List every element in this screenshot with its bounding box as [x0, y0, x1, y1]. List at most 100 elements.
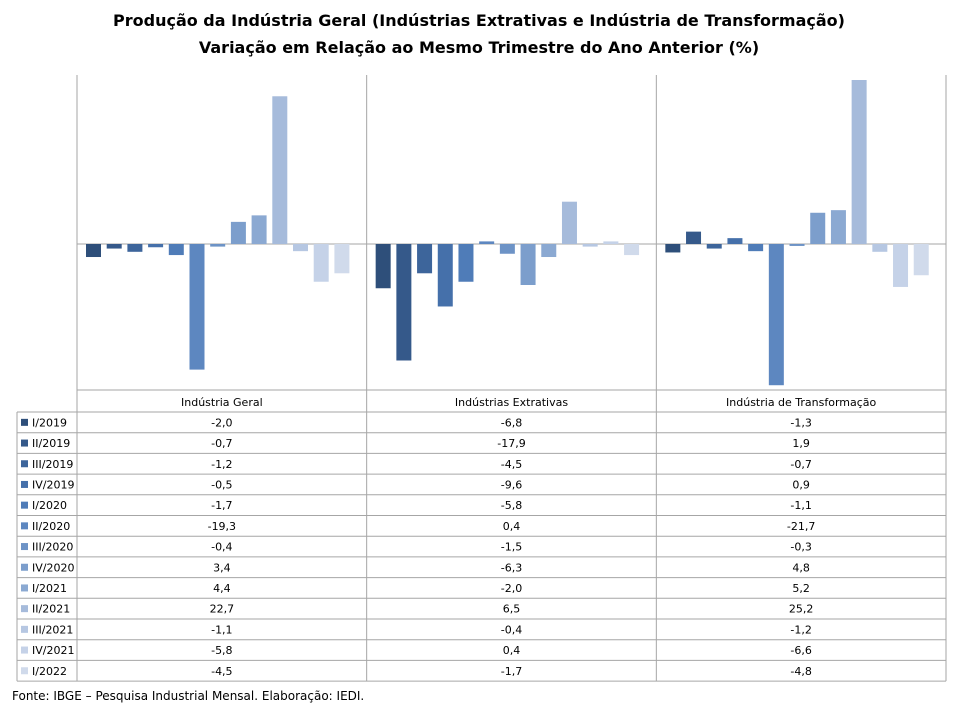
legend-label: I/2019 [32, 416, 67, 429]
bar [106, 244, 122, 249]
legend-label: II/2021 [32, 603, 70, 616]
table-column-header: Indústrias Extrativas [455, 396, 568, 409]
bar [851, 80, 867, 244]
bar [624, 244, 640, 256]
legend-label: IV/2021 [32, 644, 74, 657]
legend-key [21, 563, 28, 571]
data-label: -1,1 [790, 499, 811, 512]
data-label: -1,3 [790, 416, 811, 429]
table-column-header: Indústria de Transformação [726, 396, 877, 409]
bar [665, 244, 681, 253]
data-label: -5,8 [501, 499, 522, 512]
legend-label: I/2020 [32, 499, 67, 512]
bar [727, 238, 743, 244]
data-label: -0,7 [211, 437, 232, 450]
legend-key [21, 667, 28, 675]
data-label: -0,4 [501, 623, 522, 636]
bar [272, 96, 288, 245]
legend-key [21, 584, 28, 592]
bar [293, 244, 308, 252]
data-label: -0,3 [790, 541, 811, 554]
bar [127, 244, 143, 252]
data-label: -1,7 [501, 665, 522, 678]
bar [458, 244, 474, 282]
bar [541, 244, 557, 258]
table-column-header: Indústria Geral [181, 396, 263, 409]
data-label: 0,9 [792, 478, 810, 491]
legend-key [21, 625, 28, 633]
data-label: 4,8 [792, 561, 810, 574]
chart-title: Produção da Indústria Geral (Indústrias … [113, 11, 845, 30]
bar [334, 244, 350, 274]
legend-key [21, 605, 28, 613]
data-label: -19,3 [208, 520, 236, 533]
data-label: 25,2 [789, 603, 814, 616]
data-label: -9,6 [501, 478, 522, 491]
bar [830, 210, 846, 244]
data-label: 1,9 [792, 437, 810, 450]
bar [603, 241, 619, 244]
bar [313, 244, 329, 282]
chart-area: Indústria Geral Indústrias Extrativas Indú… [16, 75, 947, 682]
legend-label: III/2019 [32, 458, 73, 471]
data-label: -1,2 [790, 623, 811, 636]
bar [375, 244, 391, 289]
data-label: -1,2 [211, 458, 232, 471]
bar [748, 244, 764, 252]
legend-label: II/2019 [32, 437, 70, 450]
data-label: -6,8 [501, 416, 522, 429]
legend-label: III/2020 [32, 541, 73, 554]
data-label: -2,0 [501, 582, 522, 595]
chart-subtitle: Variação em Relação ao Mesmo Trimestre d… [198, 38, 760, 57]
legend-key [21, 418, 28, 426]
data-label: -2,0 [211, 416, 232, 429]
data-label: -1,1 [211, 623, 232, 636]
bar [520, 244, 536, 285]
legend-label: I/2022 [32, 665, 67, 678]
bar [230, 221, 246, 244]
data-label: -0,5 [211, 478, 232, 491]
bar [189, 244, 205, 370]
bar [396, 244, 412, 361]
data-label: -0,4 [211, 541, 232, 554]
data-label: -6,6 [790, 644, 811, 657]
bar [210, 244, 226, 247]
data-label: -21,7 [787, 520, 815, 533]
bar [582, 244, 598, 247]
data-label: 3,4 [213, 561, 231, 574]
legend-key [21, 439, 28, 447]
bar [706, 244, 722, 249]
data-label: -1,5 [501, 541, 522, 554]
bar [561, 201, 577, 244]
data-label: -4,5 [211, 665, 232, 678]
data-label: 6,5 [503, 603, 521, 616]
legend-key [21, 460, 28, 468]
legend-label: I/2021 [32, 582, 67, 595]
bar [893, 244, 909, 287]
legend-key [21, 522, 28, 530]
bar [810, 212, 826, 244]
bar [251, 215, 267, 244]
bar [768, 244, 784, 386]
legend-key [21, 646, 28, 654]
legend-label: II/2020 [32, 520, 70, 533]
data-label: -4,8 [790, 665, 811, 678]
bar [872, 244, 888, 252]
legend-label: IV/2019 [32, 478, 74, 491]
bar [479, 241, 495, 244]
data-label: -6,3 [501, 561, 522, 574]
data-label: -17,9 [497, 437, 525, 450]
data-label: 0,4 [503, 644, 521, 657]
bar [789, 244, 805, 246]
data-label: -5,8 [211, 644, 232, 657]
bar [437, 244, 453, 307]
data-label: 4,4 [213, 582, 231, 595]
data-label: -1,7 [211, 499, 232, 512]
data-label: 22,7 [210, 603, 235, 616]
bar [417, 244, 433, 274]
legend-key [21, 543, 28, 551]
legend-key [21, 501, 28, 509]
bar [686, 231, 702, 244]
bar [86, 244, 101, 258]
data-label: 0,4 [503, 520, 521, 533]
